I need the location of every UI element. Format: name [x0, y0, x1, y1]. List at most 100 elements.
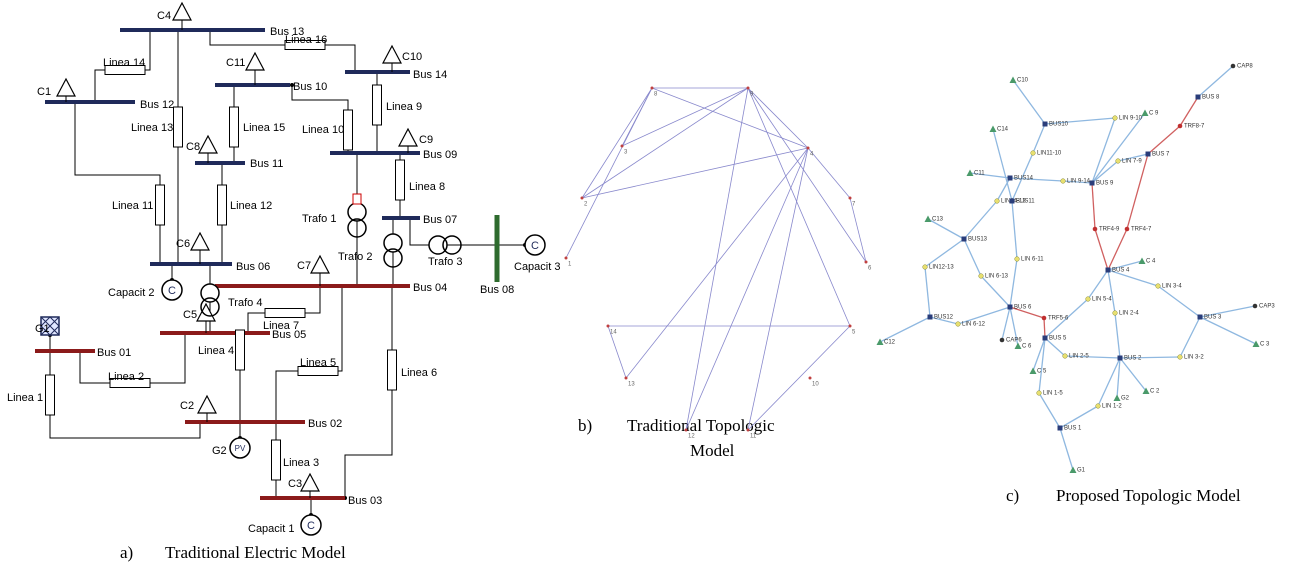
element-label: G2	[212, 445, 227, 457]
element-label: Trafo 3	[428, 256, 462, 268]
line-node	[1156, 284, 1161, 289]
panel-c: CAP8BUS 8TRF8-7BUS 7C10BUS10C14LIN11-10L…	[877, 64, 1276, 474]
node-label: LIN 2-5	[1069, 354, 1089, 360]
load-node	[990, 126, 997, 133]
graph-edge	[1148, 126, 1180, 154]
transformer-node	[1042, 316, 1047, 321]
load-node	[877, 339, 884, 346]
bus-node	[1008, 305, 1013, 310]
graph-edge	[1120, 358, 1146, 391]
node-label: LIN 3-4	[1162, 284, 1182, 290]
element-label: C8	[186, 141, 200, 153]
element-label: Linea 1	[7, 392, 43, 404]
node-label: 1	[568, 262, 572, 268]
line-node	[1086, 297, 1091, 302]
line-node	[1178, 355, 1183, 360]
load-node	[1139, 258, 1146, 265]
load	[173, 3, 191, 20]
graph-edge	[1002, 307, 1010, 340]
element-label: Linea 10	[302, 124, 344, 136]
element-label: Bus 04	[413, 282, 447, 294]
transformer-node	[1125, 227, 1130, 232]
node-label: BUS 8	[1202, 95, 1220, 101]
element-label: C3	[288, 478, 302, 490]
line-node	[1037, 391, 1042, 396]
line-element	[396, 160, 405, 200]
element-label: G1	[35, 323, 50, 335]
node-label: C 9	[1149, 111, 1159, 117]
graph-edge	[1092, 113, 1145, 183]
graph-node	[685, 429, 688, 432]
transformer-node	[1093, 227, 1098, 232]
caption-letter: c)	[1006, 486, 1019, 505]
graph-edge	[622, 88, 748, 146]
node-label: 13	[628, 382, 635, 388]
graph-node	[565, 257, 568, 260]
bus-node	[1196, 95, 1201, 100]
graph-edge	[1012, 201, 1017, 259]
element-label: Linea 7	[263, 320, 299, 332]
node-label: CAP6	[1006, 338, 1022, 344]
node-label: LIN 9-10	[1119, 116, 1143, 122]
node-label: 2	[584, 202, 588, 208]
element-label: C5	[183, 309, 197, 321]
node-label: TRF8-7	[1184, 124, 1205, 130]
node-label: 6	[868, 266, 872, 272]
node-label: BUS10	[1049, 122, 1069, 128]
node-label: BUS 9	[1096, 181, 1114, 187]
bus-node	[1008, 176, 1013, 181]
node-label: LIN11-10	[1037, 151, 1062, 157]
graph-node	[865, 261, 868, 264]
load	[246, 53, 264, 70]
node-label: C 6	[1022, 344, 1032, 350]
capacitor-node	[1000, 338, 1005, 343]
node-label: BUS 5	[1049, 336, 1067, 342]
load	[311, 256, 329, 273]
element-label: C7	[297, 260, 311, 272]
element-label: C1	[37, 86, 51, 98]
line-element	[344, 110, 353, 150]
load	[191, 233, 209, 250]
element-label: Linea 2	[108, 371, 144, 383]
transformer	[429, 236, 447, 254]
node-label: BUS 1	[1064, 426, 1082, 432]
node-label: CAP3	[1259, 304, 1275, 310]
transformer-node	[1178, 124, 1183, 129]
node-label: LIN12-13	[929, 265, 954, 271]
wire	[50, 351, 200, 438]
line-node	[1015, 257, 1020, 262]
line-element	[174, 107, 183, 147]
graph-node	[581, 197, 584, 200]
graph-edge	[880, 317, 930, 342]
node-label: G2	[1121, 396, 1130, 402]
graph-node	[747, 429, 750, 432]
graph-edge	[1044, 318, 1045, 338]
graph-edge	[1158, 286, 1200, 317]
bus-node	[962, 237, 967, 242]
graph-node	[625, 377, 628, 380]
panel-a: CCCPVBus 13C4Bus 12C1Linea 14Linea 16C10…	[7, 3, 560, 535]
line-node	[923, 265, 928, 270]
bus-node	[1118, 356, 1123, 361]
line-node	[995, 199, 1000, 204]
node-label: C 4	[1146, 259, 1156, 265]
caption-letter: b)	[578, 416, 592, 435]
line-element	[156, 185, 165, 225]
node-label: C12	[884, 340, 896, 346]
element-label: Linea 16	[285, 34, 327, 46]
node-label: BUS11	[1016, 199, 1035, 205]
graph-edge	[1200, 317, 1256, 344]
node-label: BUS 7	[1152, 152, 1170, 158]
line-node	[1113, 311, 1118, 316]
node-label: BUS 4	[1112, 268, 1130, 274]
element-label: Capacit 3	[514, 261, 560, 273]
element-label: Linea 12	[230, 200, 272, 212]
element-label: C11	[226, 57, 245, 69]
element-label: Bus 11	[250, 158, 283, 170]
capacitor-node	[1231, 64, 1236, 69]
graph-node	[809, 377, 812, 380]
node-label: 10	[812, 382, 819, 388]
node-label: C14	[997, 127, 1009, 133]
element-label: Trafo 1	[302, 213, 336, 225]
node-label: LIN 1-5	[1043, 391, 1063, 397]
